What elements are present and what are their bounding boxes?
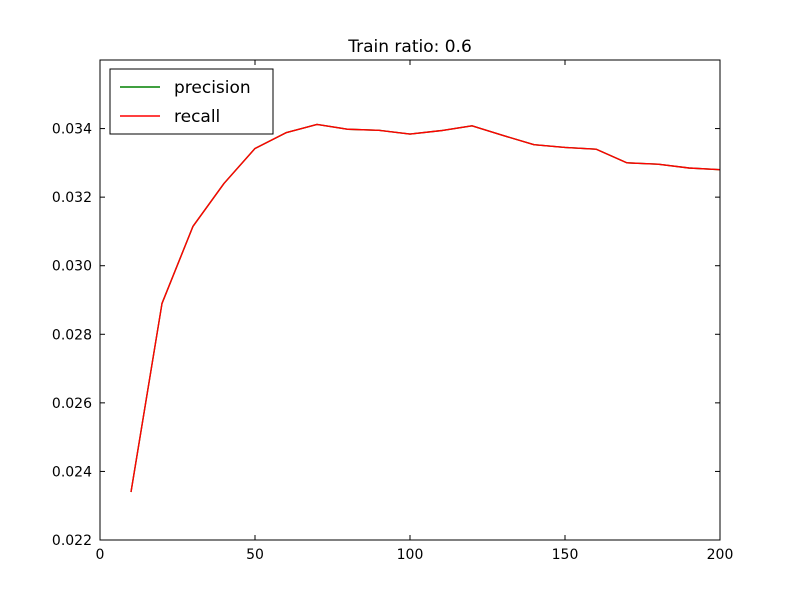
legend-label-recall: recall <box>174 107 220 127</box>
y-tick-label: 0.022 <box>52 533 92 549</box>
x-tick-label: 150 <box>552 547 579 563</box>
y-tick-label: 0.030 <box>52 259 92 275</box>
y-tick-label: 0.034 <box>52 122 92 138</box>
x-tick-label: 200 <box>707 547 734 563</box>
x-tick-label: 50 <box>246 547 264 563</box>
legend-box <box>109 68 274 135</box>
legend: precision recall <box>109 68 274 135</box>
ticks-layer: 0 50 100 150 200 0.022 0.024 0.026 0.028 0.030 0.0… <box>52 60 733 563</box>
y-tick-label: 0.024 <box>52 464 92 480</box>
x-tick-label: 100 <box>397 547 424 563</box>
x-tick-label: 0 <box>96 547 105 563</box>
series-layer <box>130 123 721 493</box>
series-line-precision <box>130 123 721 493</box>
chart-title: Train ratio: 0.6 <box>347 37 472 57</box>
y-tick-label: 0.026 <box>52 396 92 412</box>
y-tick-label: 0.032 <box>52 190 92 206</box>
y-tick-label: 0.028 <box>52 327 92 343</box>
legend-label-precision: precision <box>174 78 251 98</box>
series-line-recall <box>130 123 721 493</box>
